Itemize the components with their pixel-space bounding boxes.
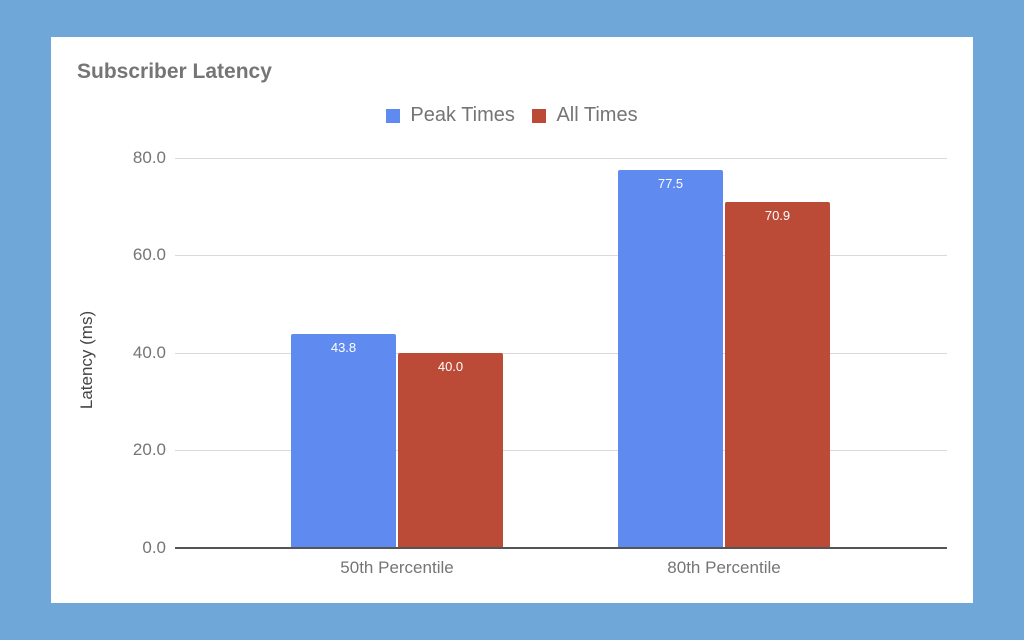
bar-peak-80th[interactable]: 77.5 <box>618 170 723 548</box>
y-tick: 0.0 <box>142 538 166 557</box>
y-tick: 80.0 <box>132 148 166 167</box>
y-axis-label: Latency (ms) <box>77 310 96 410</box>
x-tick-label: 80th Percentile <box>667 558 781 577</box>
gridline <box>175 255 947 256</box>
y-tick: 60.0 <box>132 245 166 264</box>
chart-title: Subscriber Latency <box>77 60 272 83</box>
bar-all-50th[interactable]: 40.0 <box>398 353 503 548</box>
legend-label: All Times <box>556 104 638 126</box>
x-axis <box>175 547 947 549</box>
legend-item-peak-times[interactable]: Peak Times <box>386 104 515 127</box>
data-label: 40.0 <box>437 359 464 374</box>
x-tick-label: 50th Percentile <box>340 558 454 577</box>
y-tick: 40.0 <box>132 343 166 362</box>
bar-all-80th[interactable]: 70.9 <box>725 202 830 548</box>
y-tick: 20.0 <box>132 440 166 459</box>
bar-peak-50th[interactable]: 43.8 <box>291 334 396 548</box>
data-label: 43.8 <box>330 340 357 355</box>
gridline <box>175 158 947 159</box>
gridline <box>175 353 947 354</box>
legend-swatch-red <box>532 108 547 123</box>
legend-label: Peak Times <box>410 104 515 126</box>
legend-item-all-times[interactable]: All Times <box>532 104 638 127</box>
legend-swatch-blue <box>386 108 401 123</box>
gridline <box>175 450 947 451</box>
data-label: 77.5 <box>657 176 684 191</box>
data-label: 70.9 <box>764 208 791 223</box>
legend: Peak Times All Times <box>0 104 1024 129</box>
